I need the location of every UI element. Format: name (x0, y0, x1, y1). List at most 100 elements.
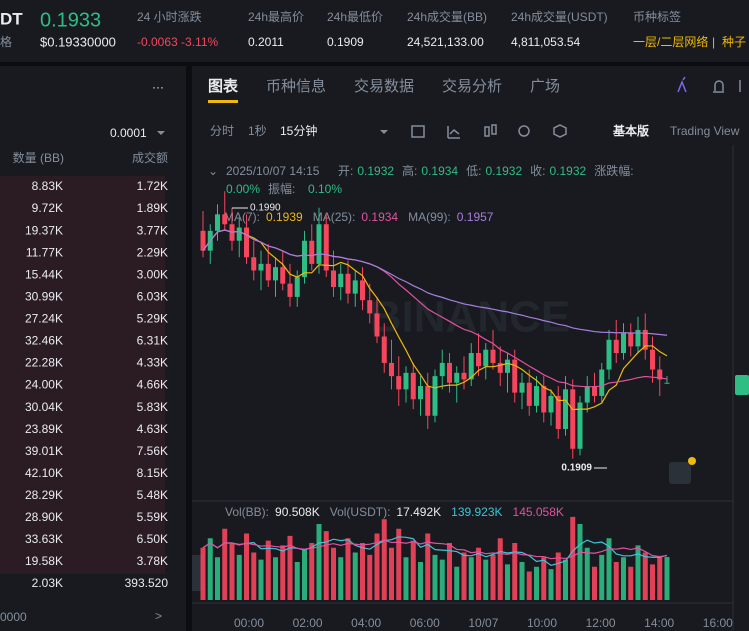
x-tick-label: 16:00 (703, 616, 733, 630)
candle-body (606, 339, 612, 370)
candle-body (345, 273, 351, 294)
basic-view[interactable]: 基本版 (612, 123, 649, 138)
qty: 9.72K (32, 201, 63, 215)
candle-body (403, 372, 409, 390)
volume-bar (207, 538, 213, 600)
price-usd: $0.19330000 (40, 34, 116, 49)
ma-label: MA(99): (408, 210, 451, 224)
volume-bar (621, 557, 626, 600)
x-tick-label: 06:00 (410, 616, 440, 630)
candle-body (505, 359, 510, 373)
vol-ma-value: 145.058K (513, 505, 564, 519)
volume-bar (403, 557, 409, 600)
candle-body (287, 283, 293, 297)
depth-area (0, 176, 165, 574)
volume-bar (657, 557, 663, 600)
tab[interactable]: 广场 (530, 78, 560, 95)
more[interactable]: ··· (152, 80, 164, 94)
tab[interactable]: 图表 (208, 77, 239, 95)
candle-body (650, 349, 655, 370)
volume-bar (251, 552, 257, 600)
qty: 33.63K (25, 532, 63, 546)
candle-body (563, 389, 568, 429)
collapse[interactable]: ⌄ (208, 164, 218, 178)
volume-bar (548, 569, 554, 600)
candle-body (374, 313, 380, 337)
tab-underline (208, 100, 238, 103)
amount: 5.83K (137, 400, 168, 414)
volume-bar (265, 540, 271, 600)
candle-body (302, 240, 307, 278)
stat-label: 24 小时涨跌 (137, 9, 202, 24)
candle-body (635, 329, 641, 347)
tag[interactable]: 种子 (722, 35, 746, 49)
candle-body (410, 372, 416, 400)
candle-body (570, 389, 576, 449)
low-label: 0.1909 (561, 463, 592, 474)
tag[interactable]: 一层/二层网络 (633, 34, 708, 49)
vol-ma-line (202, 536, 668, 566)
volume-bar (331, 547, 336, 600)
ohlc-label: 收: (530, 164, 545, 178)
vol-label: Vol(USDT): (330, 505, 391, 519)
candle-body (265, 263, 271, 281)
badge (688, 457, 696, 465)
amount: 6.31K (137, 334, 168, 348)
ohlc-value: 0.1934 (421, 164, 458, 178)
candle-body (490, 349, 496, 363)
volume-bar (287, 535, 293, 600)
candle-body (613, 339, 619, 354)
candle-body (273, 267, 278, 281)
volume-bar (650, 564, 655, 600)
volume-bar (410, 540, 416, 600)
tool-button[interactable] (669, 462, 691, 484)
amp-label: 振幅: (268, 181, 295, 196)
vol-value: 17.492K (396, 505, 441, 519)
vol-label: Vol(BB): (225, 505, 269, 519)
x-tick-label: 04:00 (351, 616, 381, 630)
candle-body (251, 257, 257, 271)
tab[interactable]: 交易分析 (442, 77, 502, 95)
candle-body (592, 386, 597, 396)
candle-body (577, 402, 583, 449)
footer-arrow[interactable]: > (155, 609, 162, 623)
tab[interactable]: 币种信息 (266, 78, 326, 95)
candle-body (244, 227, 249, 258)
tv-view[interactable]: Trading View (670, 124, 740, 138)
candle-body (497, 362, 503, 373)
caret (380, 130, 388, 134)
volume-bar (628, 566, 634, 600)
candle-body (555, 395, 561, 429)
amount: 7.56K (137, 444, 168, 458)
tab[interactable]: 交易数据 (354, 77, 414, 95)
volume-bar (577, 524, 583, 600)
qty: 28.90K (25, 510, 63, 524)
qty: 32.46K (25, 334, 63, 348)
stat-value: 0.1909 (327, 35, 364, 49)
ma-line (202, 229, 668, 336)
header-bar (0, 0, 749, 62)
candle-body (432, 376, 438, 416)
candle-body (519, 382, 525, 393)
volume-bar (280, 545, 286, 600)
tick-size[interactable]: 0.0001 (110, 126, 147, 140)
ma-label: MA(25): (313, 210, 356, 224)
candle-body (534, 386, 539, 406)
qty: 11.77K (26, 245, 63, 259)
interval[interactable]: 15分钟 (280, 123, 317, 138)
stat-value: -0.0063 -3.11% (137, 35, 218, 49)
qty: 2.03K (32, 576, 63, 590)
volume-bar (555, 552, 561, 600)
candle-body (541, 386, 547, 413)
volume-bar (309, 543, 315, 600)
ohlc-label: 低: (466, 164, 481, 178)
volume-bar (613, 562, 619, 600)
interval[interactable]: 1秒 (248, 124, 267, 138)
stat-label: 24h最高价 (248, 9, 304, 24)
candle-body (338, 273, 344, 287)
qty: 28.29K (25, 488, 63, 502)
volume-bar (483, 559, 489, 600)
volume-bar (294, 562, 300, 600)
interval[interactable]: 分时 (210, 124, 234, 138)
